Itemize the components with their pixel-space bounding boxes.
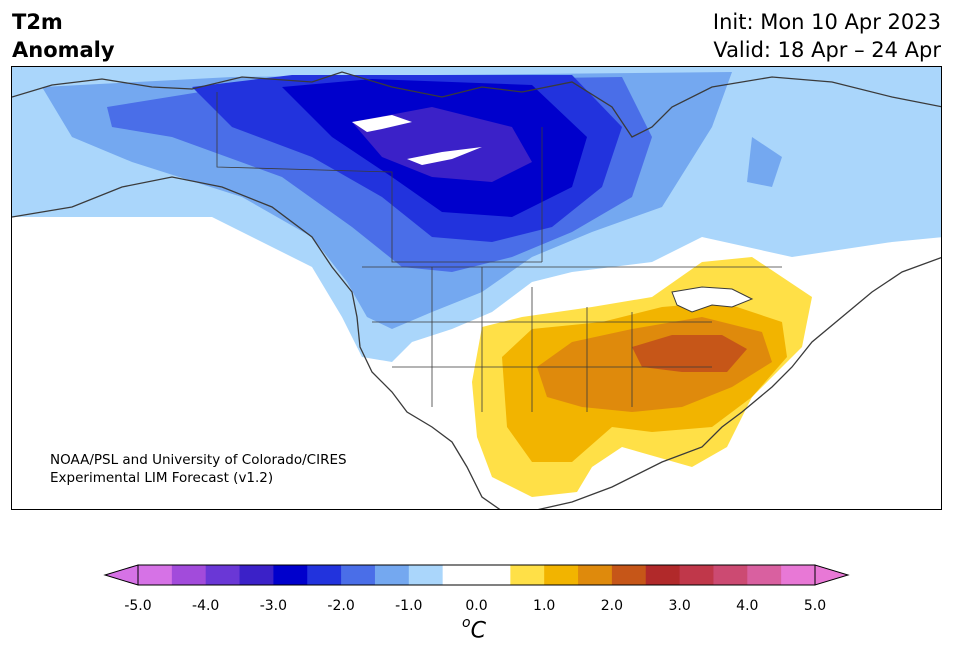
colorbar-tick-label: 5.0	[803, 598, 827, 614]
init-date: Init: Mon 10 Apr 2023	[712, 10, 941, 34]
credit-line-2: Experimental LIM Forecast (v1.2)	[50, 470, 274, 486]
colorbar-segment	[679, 565, 714, 585]
anomaly-cold-2b	[747, 137, 782, 187]
hudson-lake-2	[407, 147, 482, 165]
colorbar-tick-label: 4.0	[736, 598, 759, 614]
great-lakes	[671, 286, 754, 313]
colorbar-segment	[273, 565, 308, 585]
colorbar-segment	[645, 565, 681, 585]
hudson-lake-1	[352, 115, 412, 132]
colorbar-unit: oC	[462, 615, 486, 644]
colorbar-segment	[476, 565, 511, 585]
colorbar-segment	[713, 565, 748, 585]
colorbar-tick-label: 1.0	[533, 598, 556, 614]
credit-line-1: NOAA/PSL and University of Colorado/CIRE…	[50, 452, 347, 468]
colorbar-segment	[510, 565, 545, 585]
colorbar	[0, 560, 953, 600]
colorbar-segment	[374, 565, 410, 585]
colorbar-left-arrow	[103, 564, 139, 586]
colorbar-ticks: -5.0 -4.0 -3.0 -2.0 -1.0 0.0 1.0 2.0 3.0 4.0 5.0	[0, 598, 953, 618]
title-line-2: Anomaly	[12, 38, 115, 62]
unit-base: C	[470, 618, 486, 644]
boundary-lines	[216, 92, 782, 412]
colorbar-tick-label: -5.0	[124, 598, 152, 614]
anomaly-map: NOAA/PSL and University of Colorado/CIRE…	[11, 66, 942, 510]
colorbar-segment	[205, 565, 241, 585]
colorbar-segment	[747, 565, 782, 585]
forecast-dates: Init: Mon 10 Apr 2023 Valid: 18 Apr – 24…	[713, 8, 941, 64]
unit-superscript: o	[462, 615, 471, 631]
colorbar-segment	[578, 565, 613, 585]
colorbar-tick-label: -1.0	[395, 598, 423, 614]
colorbar-tick-label: -2.0	[327, 598, 355, 614]
colorbar-segment	[307, 565, 342, 585]
title-line-1: T2m	[12, 10, 63, 34]
valid-date: Valid: 18 Apr – 24 Apr	[713, 38, 941, 62]
colorbar-svg	[103, 564, 850, 586]
colorbar-segment	[544, 565, 579, 585]
colorbar-segment	[408, 565, 444, 585]
colorbar-segment	[442, 565, 477, 585]
colorbar-right-arrow	[814, 564, 850, 586]
colorbar-segment	[171, 565, 207, 585]
colorbar-segment	[611, 565, 647, 585]
data-credit: NOAA/PSL and University of Colorado/CIRE…	[50, 451, 347, 487]
colorbar-tick-label: -3.0	[259, 598, 288, 614]
anomaly-cold-6	[352, 107, 532, 182]
colorbar-frame	[137, 564, 816, 586]
colorbar-tick-label: -4.0	[192, 598, 220, 614]
map-svg	[12, 67, 941, 509]
map-title: T2m Anomaly	[12, 8, 115, 64]
colorbar-segment	[341, 565, 376, 585]
colorbar-segment	[138, 565, 173, 585]
continent-outline	[12, 71, 941, 509]
colorbar-segment	[781, 565, 816, 585]
colorbar-tick-label: 0.0	[465, 598, 488, 614]
colorbar-tick-label: 2.0	[600, 598, 624, 614]
colorbar-tick-label: 3.0	[668, 598, 691, 614]
colorbar-segment	[239, 565, 274, 585]
anomaly-warm-4	[632, 335, 747, 372]
